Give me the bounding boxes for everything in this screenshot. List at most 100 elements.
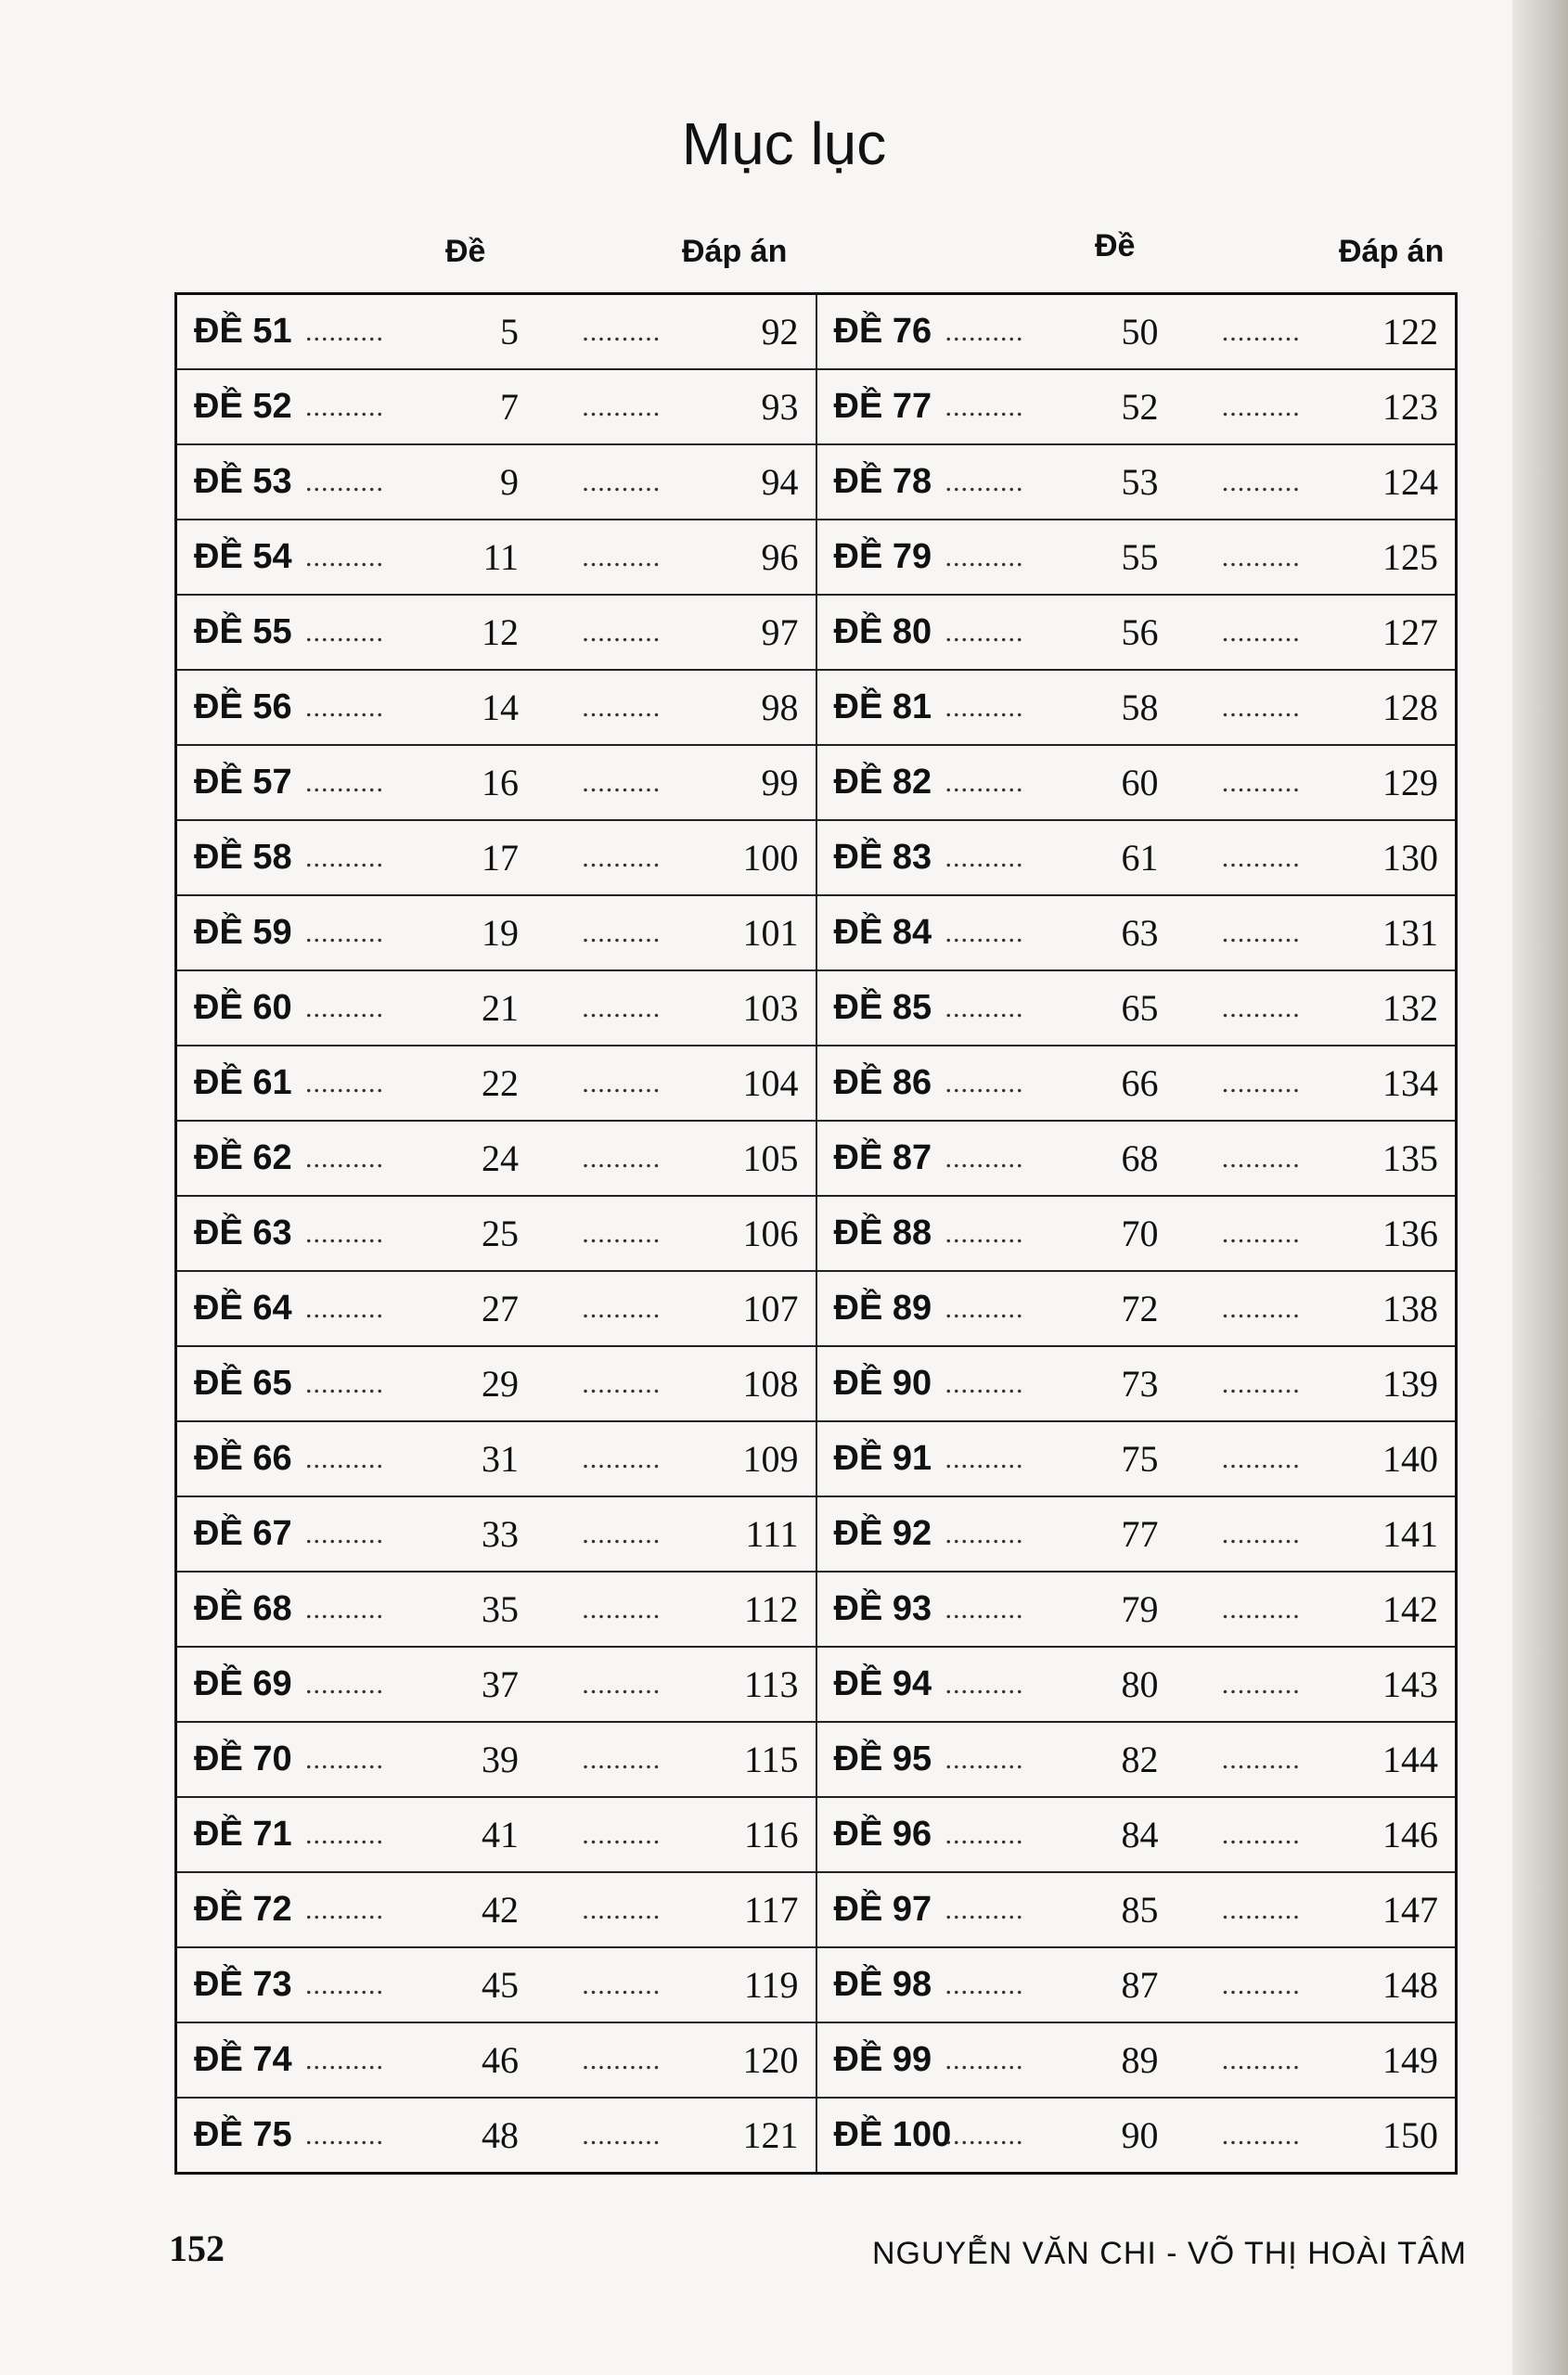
leader-dots: .......... <box>582 391 662 422</box>
leader-dots: .......... <box>582 466 662 497</box>
answer-page: 115 <box>743 1739 799 1780</box>
leader-dots: .......... <box>945 1518 1024 1549</box>
leader-dots: .......... <box>582 1067 662 1098</box>
answer-page: 107 <box>742 1288 799 1329</box>
toc-entry: ĐỀ 80.......... 56.......... 127 <box>815 594 1457 670</box>
entry-label: ĐỀ 95 <box>833 1740 932 1778</box>
toc-entry: ĐỀ 83.......... 61.......... 130 <box>815 819 1457 895</box>
leader-dots: .......... <box>305 1443 384 1474</box>
entry-label: ĐỀ 92 <box>833 1514 932 1553</box>
answer-page: 134 <box>1382 1062 1438 1104</box>
toc-entry: ĐỀ 56.......... 14.......... 98 <box>175 669 816 745</box>
answer-page: 123 <box>1382 386 1438 428</box>
answer-page: 135 <box>1382 1137 1438 1179</box>
leader-dots: .......... <box>305 541 384 572</box>
page-title: Mục lục <box>681 110 887 177</box>
entry-label: ĐỀ 56 <box>194 687 292 726</box>
leader-dots: .......... <box>1221 1969 1301 2000</box>
leader-dots: .......... <box>1221 1743 1301 1775</box>
table-row: ĐỀ 56.......... 14.......... 98 ĐỀ 81......… <box>175 669 1457 745</box>
answer-page: 127 <box>1382 611 1438 653</box>
entry-label: ĐỀ 85 <box>833 988 932 1027</box>
leader-dots: .......... <box>1221 917 1301 948</box>
leader-dots: .......... <box>1221 2119 1301 2150</box>
leader-dots: .......... <box>305 766 384 798</box>
leader-dots: .......... <box>582 917 662 948</box>
answer-page: 128 <box>1382 687 1438 728</box>
answer-page: 138 <box>1382 1288 1438 1329</box>
entry-label: ĐỀ 89 <box>833 1289 932 1328</box>
entry-label: ĐỀ 70 <box>194 1740 292 1778</box>
exam-page: 27 <box>482 1288 519 1329</box>
leader-dots: .......... <box>305 992 384 1023</box>
entry-label: ĐỀ 83 <box>833 838 932 877</box>
answer-page: 103 <box>742 987 799 1029</box>
leader-dots: .......... <box>305 315 384 347</box>
leader-dots: .......... <box>945 541 1024 572</box>
leader-dots: .......... <box>305 1217 384 1249</box>
toc-entry: ĐỀ 67.......... 33.......... 111 <box>175 1496 816 1572</box>
leader-dots: .......... <box>305 466 384 497</box>
toc-entry: ĐỀ 53.......... 9.......... 94 <box>175 443 816 520</box>
answer-page: 129 <box>1382 762 1438 803</box>
leader-dots: .......... <box>945 1894 1024 1925</box>
leader-dots: .......... <box>582 1367 662 1399</box>
exam-page: 31 <box>482 1438 519 1480</box>
leader-dots: .......... <box>1221 1894 1301 1925</box>
header-dap-an-right: Đáp án <box>1339 234 1445 269</box>
answer-page: 136 <box>1382 1213 1438 1254</box>
leader-dots: .......... <box>945 391 1024 422</box>
exam-page: 41 <box>482 1814 519 1855</box>
answer-page: 117 <box>743 1889 799 1931</box>
leader-dots: .......... <box>1221 1217 1301 1249</box>
leader-dots: .......... <box>582 1894 662 1925</box>
leader-dots: .......... <box>1221 616 1301 648</box>
entry-label: ĐỀ 72 <box>194 1890 292 1929</box>
entry-label: ĐỀ 77 <box>833 387 932 426</box>
toc-entry: ĐỀ 75.......... 48.......... 121 <box>175 2097 816 2174</box>
authors: NGUYỄN VĂN CHI - VÕ THỊ HOÀI TÂM <box>872 2236 1467 2271</box>
exam-page: 46 <box>482 2039 519 2081</box>
entry-label: ĐỀ 76 <box>833 312 932 351</box>
table-row: ĐỀ 71.......... 41.......... 116 ĐỀ 96.....… <box>175 1796 1457 1872</box>
leader-dots: .......... <box>582 541 662 572</box>
toc-entry: ĐỀ 90.......... 73.......... 139 <box>815 1345 1457 1421</box>
entry-label: ĐỀ 55 <box>194 612 292 651</box>
entry-label: ĐỀ 69 <box>194 1664 292 1703</box>
leader-dots: .......... <box>945 1969 1024 2000</box>
leader-dots: .......... <box>945 841 1024 873</box>
toc-entry: ĐỀ 77.......... 52.......... 123 <box>815 368 1457 444</box>
answer-page: 116 <box>743 1814 799 1855</box>
answer-page: 146 <box>1382 1814 1438 1855</box>
toc-entry: ĐỀ 72.......... 42.......... 117 <box>175 1871 816 1947</box>
entry-label: ĐỀ 54 <box>194 537 292 576</box>
toc-entry: ĐỀ 99.......... 89.......... 149 <box>815 2022 1457 2098</box>
answer-page: 105 <box>742 1137 799 1179</box>
leader-dots: .......... <box>305 1894 384 1925</box>
answer-page: 141 <box>1382 1513 1438 1555</box>
leader-dots: .......... <box>945 1818 1024 1850</box>
leader-dots: .......... <box>582 1518 662 1549</box>
toc-entry: ĐỀ 57.......... 16.......... 99 <box>175 744 816 820</box>
exam-page: 58 <box>1121 687 1159 728</box>
table-row: ĐỀ 64.......... 27.......... 107 ĐỀ 89.....… <box>175 1270 1457 1346</box>
entry-label: ĐỀ 90 <box>833 1364 932 1403</box>
toc-entry: ĐỀ 78.......... 53.......... 124 <box>815 443 1457 520</box>
entry-label: ĐỀ 57 <box>194 763 292 802</box>
table-row: ĐỀ 61.......... 22.......... 104 ĐỀ 86.....… <box>175 1045 1457 1121</box>
table-row: ĐỀ 54.......... 11.......... 96 ĐỀ 79......… <box>175 519 1457 595</box>
table-row: ĐỀ 75.......... 48.......... 121 ĐỀ 100....… <box>175 2097 1457 2174</box>
exam-page: 87 <box>1121 1964 1159 2006</box>
leader-dots: .......... <box>582 315 662 347</box>
entry-label: ĐỀ 51 <box>194 312 292 351</box>
toc-entry: ĐỀ 54.......... 11.......... 96 <box>175 519 816 595</box>
entry-label: ĐỀ 96 <box>833 1815 932 1854</box>
entry-label: ĐỀ 78 <box>833 462 932 501</box>
answer-page: 142 <box>1382 1588 1438 1630</box>
table-row: ĐỀ 62.......... 24.......... 105 ĐỀ 87.....… <box>175 1120 1457 1196</box>
answer-page: 149 <box>1382 2039 1438 2081</box>
leader-dots: .......... <box>945 1443 1024 1474</box>
exam-page: 61 <box>1121 837 1159 879</box>
leader-dots: .......... <box>1221 1142 1301 1174</box>
leader-dots: .......... <box>582 1142 662 1174</box>
